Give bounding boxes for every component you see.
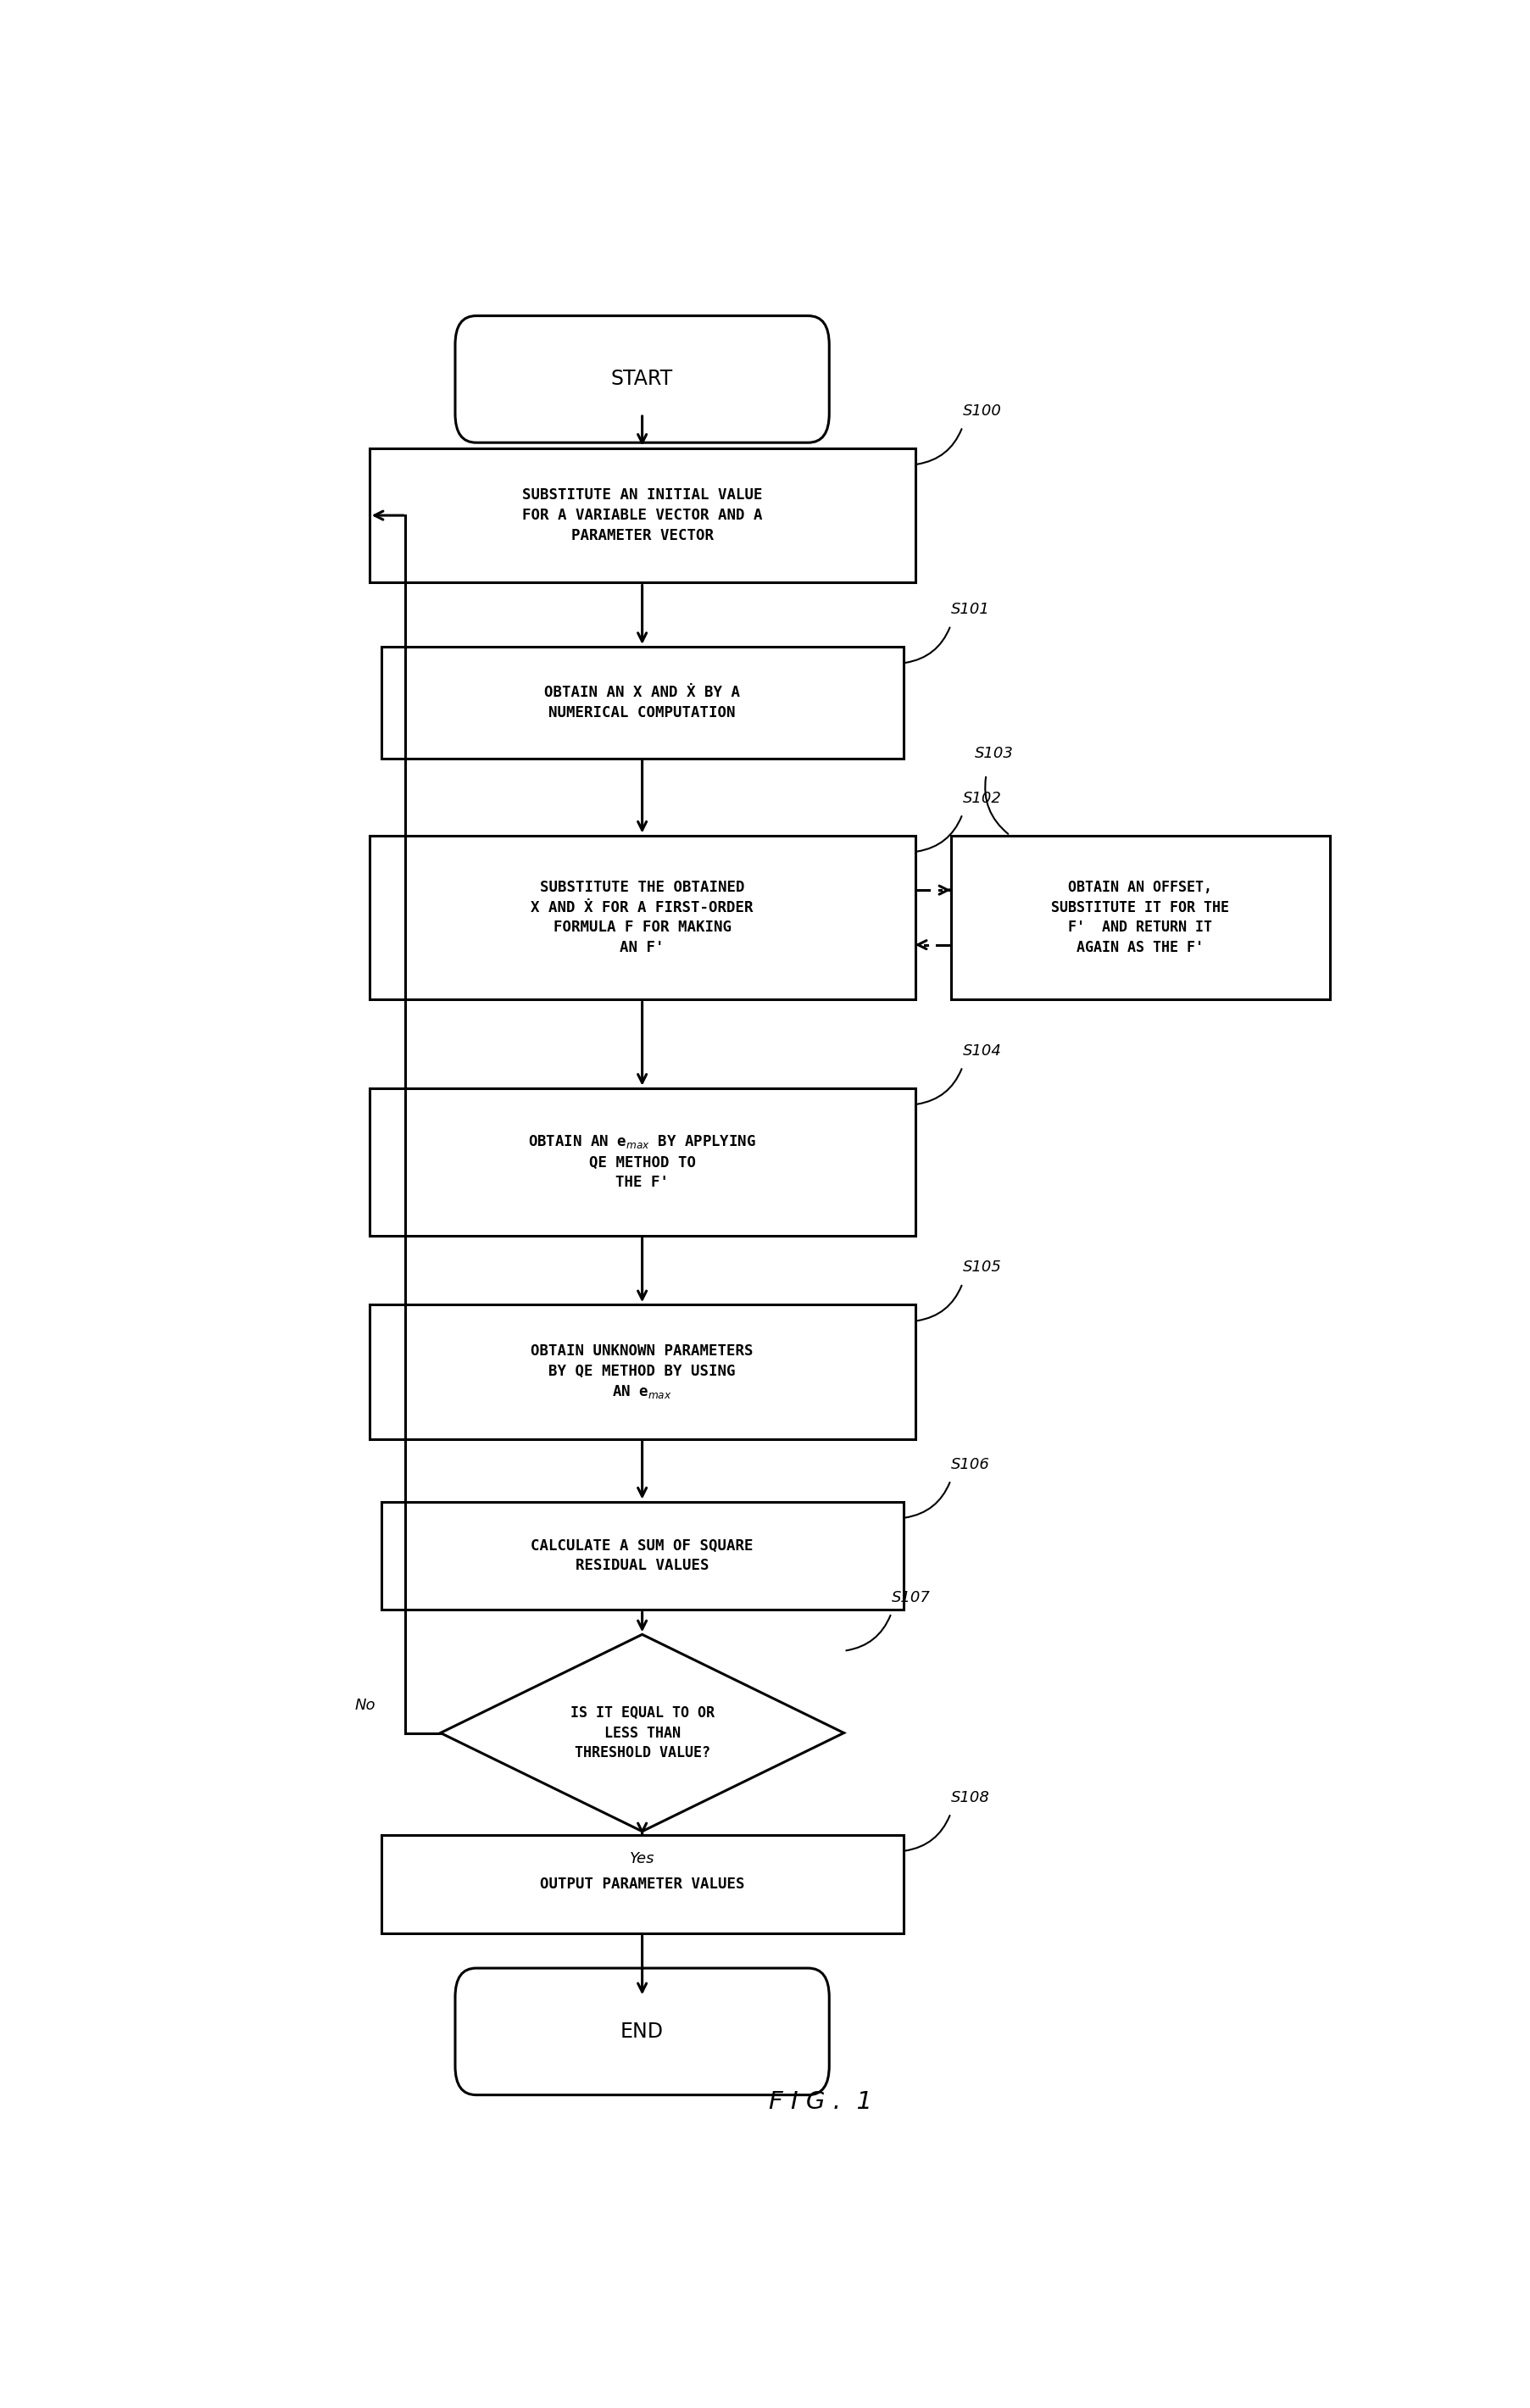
Text: OBTAIN AN X AND Ẋ BY A
NUMERICAL COMPUTATION: OBTAIN AN X AND Ẋ BY A NUMERICAL COMPUTA… bbox=[545, 684, 739, 720]
Text: IS IT EQUAL TO OR
LESS THAN
THRESHOLD VALUE?: IS IT EQUAL TO OR LESS THAN THRESHOLD VA… bbox=[569, 1705, 715, 1760]
FancyBboxPatch shape bbox=[454, 1967, 829, 2095]
Text: S106: S106 bbox=[950, 1457, 988, 1471]
Text: S101: S101 bbox=[950, 602, 988, 616]
Text: OBTAIN AN OFFSET,
SUBSTITUTE IT FOR THE
F'  AND RETURN IT
AGAIN AS THE F': OBTAIN AN OFFSET, SUBSTITUTE IT FOR THE … bbox=[1051, 879, 1229, 956]
Text: Yes: Yes bbox=[629, 1852, 655, 1866]
Bar bbox=[369, 1305, 915, 1440]
Text: F I G .  1: F I G . 1 bbox=[768, 2090, 872, 2114]
Text: CALCULATE A SUM OF SQUARE
RESIDUAL VALUES: CALCULATE A SUM OF SQUARE RESIDUAL VALUE… bbox=[531, 1539, 753, 1572]
Text: S108: S108 bbox=[950, 1789, 988, 1806]
Bar bbox=[369, 448, 915, 583]
Text: S105: S105 bbox=[962, 1259, 1001, 1276]
Bar bbox=[381, 1835, 903, 1934]
FancyBboxPatch shape bbox=[454, 315, 829, 443]
Text: OBTAIN AN e$_{max}$ BY APPLYING
QE METHOD TO
THE F': OBTAIN AN e$_{max}$ BY APPLYING QE METHO… bbox=[528, 1134, 756, 1190]
Text: S100: S100 bbox=[962, 402, 1001, 419]
Bar bbox=[950, 836, 1330, 999]
Text: S102: S102 bbox=[962, 790, 1001, 807]
Bar bbox=[369, 1088, 915, 1235]
Text: No: No bbox=[355, 1698, 375, 1712]
Polygon shape bbox=[441, 1635, 843, 1832]
Text: OUTPUT PARAMETER VALUES: OUTPUT PARAMETER VALUES bbox=[540, 1876, 744, 1893]
Text: S103: S103 bbox=[975, 746, 1013, 761]
Bar bbox=[381, 1503, 903, 1611]
Bar bbox=[381, 648, 903, 759]
Text: SUBSTITUTE THE OBTAINED
X AND Ẋ FOR A FIRST-ORDER
FORMULA F FOR MAKING
AN F': SUBSTITUTE THE OBTAINED X AND Ẋ FOR A FI… bbox=[531, 879, 753, 956]
Bar bbox=[369, 836, 915, 999]
Text: S107: S107 bbox=[890, 1589, 930, 1604]
Text: S104: S104 bbox=[962, 1043, 1001, 1060]
Text: START: START bbox=[610, 368, 673, 390]
Text: OBTAIN UNKNOWN PARAMETERS
BY QE METHOD BY USING
AN e$_{max}$: OBTAIN UNKNOWN PARAMETERS BY QE METHOD B… bbox=[531, 1344, 753, 1401]
Text: SUBSTITUTE AN INITIAL VALUE
FOR A VARIABLE VECTOR AND A
PARAMETER VECTOR: SUBSTITUTE AN INITIAL VALUE FOR A VARIAB… bbox=[522, 489, 762, 544]
Text: END: END bbox=[620, 2020, 664, 2042]
